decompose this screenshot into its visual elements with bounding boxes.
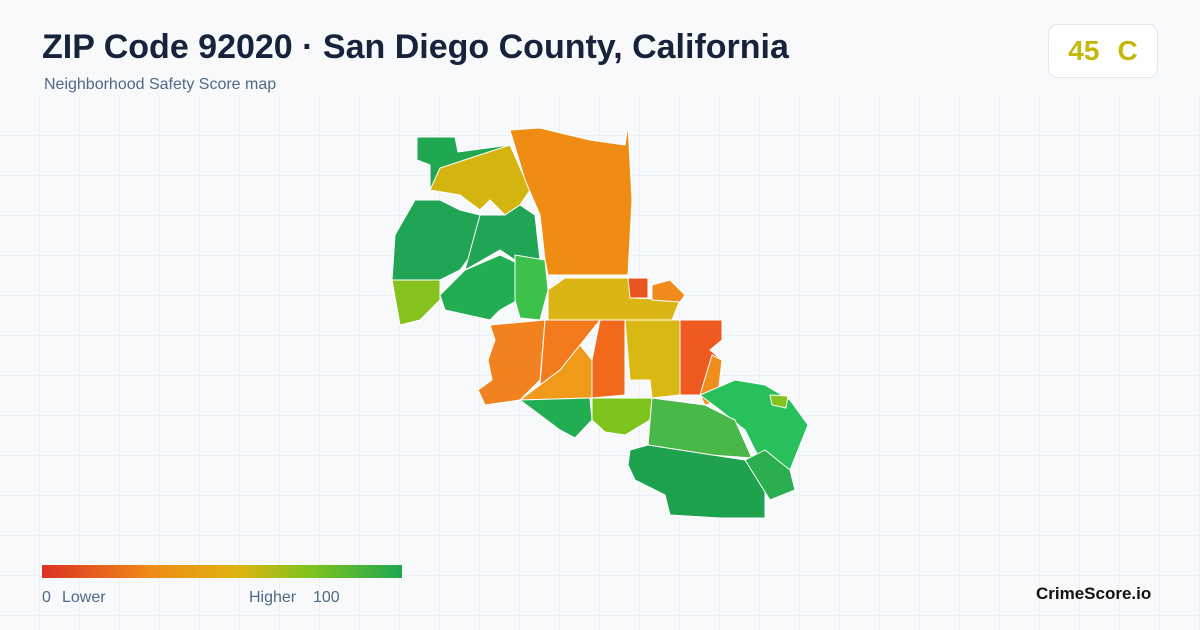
score-value: 45 (1068, 35, 1100, 66)
legend-min: 0 (42, 589, 51, 606)
legend-max-label: Higher (249, 589, 297, 606)
title: ZIP Code 92020 · San Diego County, Calif… (42, 28, 789, 66)
score-badge: 45 C (1048, 24, 1158, 78)
subtitle: Neighborhood Safety Score map (44, 76, 277, 93)
legend-min-label: Lower (62, 589, 106, 606)
score-grade: C (1117, 35, 1138, 66)
legend-max: 100 (313, 589, 340, 606)
legend-gradient (42, 565, 402, 578)
brand: CrimeScore.io (1036, 584, 1152, 603)
